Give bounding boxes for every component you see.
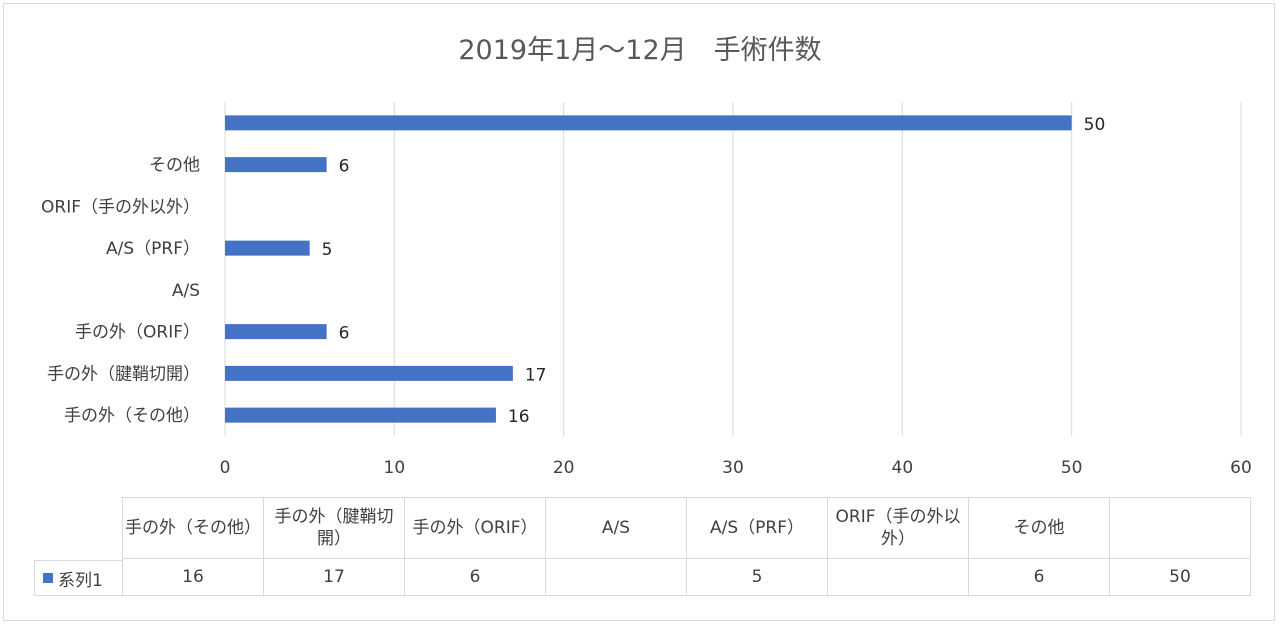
category-label: A/S（PRF） — [106, 239, 200, 259]
table-header-cell: その他 — [968, 497, 1110, 559]
table-value-cell: 6 — [968, 558, 1110, 596]
table-value-row: 16 17 6 5 6 50 — [122, 558, 1251, 596]
category-label: 手の外（その他） — [64, 406, 200, 426]
table-header-cell: 手の外（その他） — [122, 497, 264, 559]
data-label: 5 — [322, 240, 333, 260]
table-value-cell: 17 — [263, 558, 405, 596]
category-label: 手の外（ORIF） — [75, 323, 200, 343]
table-value-cell: 50 — [1109, 558, 1251, 596]
x-tick-label: 60 — [1230, 458, 1252, 478]
table-value-cell: 5 — [686, 558, 828, 596]
bar — [225, 240, 310, 256]
x-tick-label: 10 — [384, 458, 406, 478]
table-header-cell — [1109, 497, 1251, 559]
x-tick-label: 30 — [722, 458, 744, 478]
category-label: その他 — [149, 156, 200, 176]
data-label: 50 — [1084, 115, 1106, 135]
labels: 0 10 20 30 40 50 60 手の外（その他） 16 手の外（腱鞘切開） 17 手の外（OR… — [41, 115, 1252, 478]
bar — [225, 115, 1072, 131]
table-header-cell: ORIF（手の外以 外） — [827, 497, 969, 559]
bar — [225, 324, 327, 340]
table-header-cell: 手の外（ORIF） — [404, 497, 546, 559]
data-label: 16 — [508, 407, 530, 427]
bar — [225, 365, 513, 381]
data-table: 手の外（その他） 手の外（腱鞘切 開） 手の外（ORIF） A/S A/S（PRF） ORI… — [122, 497, 1251, 596]
table-header-cell: 手の外（腱鞘切 開） — [263, 497, 405, 559]
legend-label: 系列1 — [58, 570, 103, 591]
category-label: 手の外（腱鞘切開） — [47, 364, 200, 384]
gridlines — [224, 102, 1242, 436]
chart-frame — [3, 3, 1275, 621]
table-value-cell — [545, 558, 687, 596]
table-value-cell: 16 — [122, 558, 264, 596]
table-header-cell: A/S — [545, 497, 687, 559]
x-tick-label: 20 — [553, 458, 575, 478]
data-label: 17 — [525, 365, 547, 385]
table-value-cell — [827, 558, 969, 596]
bars — [225, 115, 1072, 423]
data-label: 6 — [339, 157, 350, 177]
legend-swatch-icon — [43, 573, 53, 583]
bar — [225, 407, 496, 423]
table-header-cell: A/S（PRF） — [686, 497, 828, 559]
x-tick-label: 0 — [220, 458, 231, 478]
bar — [225, 157, 327, 173]
table-header-row: 手の外（その他） 手の外（腱鞘切 開） 手の外（ORIF） A/S A/S（PRF） ORI… — [122, 497, 1251, 559]
x-tick-label: 50 — [1061, 458, 1083, 478]
category-label: ORIF（手の外以外） — [41, 197, 200, 217]
chart-title: 2019年1月～12月 手術件数 — [458, 35, 822, 66]
legend-entry: 系列1 — [34, 560, 122, 596]
table-value-cell: 6 — [404, 558, 546, 596]
x-tick-label: 40 — [892, 458, 914, 478]
data-label: 6 — [339, 324, 350, 344]
category-label: A/S — [172, 281, 200, 301]
